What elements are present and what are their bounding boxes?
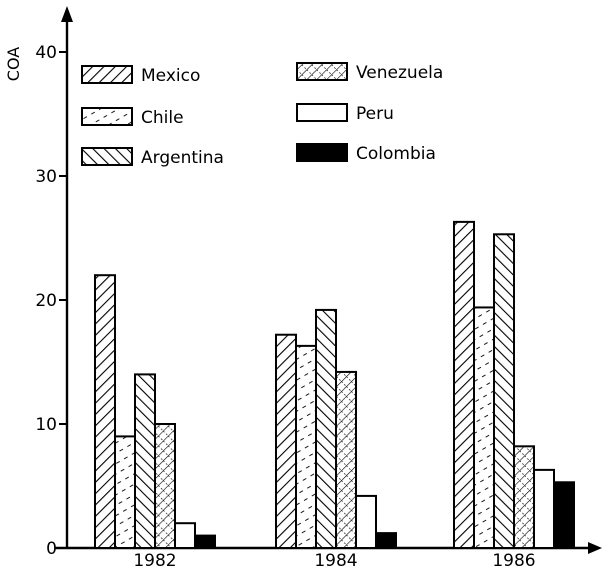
y-tick-label: 40 [35,43,57,63]
bar-peru-1984 [355,494,377,550]
legend-label-chile: Chile [141,108,184,128]
bar-mexico-1984 [275,333,297,549]
y-tick-label: 30 [35,167,57,187]
legend: Mexico Chile Argentina Venezuela Peru Colombi… [81,62,443,168]
bar-venezuela-1982 [154,423,176,549]
legend-swatch-colombia [296,143,348,162]
legend-label-colombia: Colombia [356,144,436,164]
bar-colombia-1982 [194,534,216,549]
legend-swatch-peru [296,103,348,122]
y-ticks: 0 10 20 30 40 [35,43,67,559]
y-tick-label: 10 [35,415,57,435]
bars [94,220,575,550]
legend-swatch-argentina [81,147,133,166]
legend-label-argentina: Argentina [141,148,224,168]
bar-peru-1986 [533,468,555,550]
bar-venezuela-1984 [335,370,357,550]
legend-label-peru: Peru [356,104,394,124]
x-ticks: 1982 1984 1986 [133,551,535,571]
legend-swatch-chile [81,107,133,126]
legend-swatch-mexico [81,65,133,84]
bar-argentina-1984 [315,308,337,550]
x-axis-arrow [588,542,602,554]
bar-mexico-1986 [453,220,475,549]
bar-argentina-1986 [493,233,515,549]
legend-swatch-venezuela [296,62,348,81]
bar-argentina-1982 [134,373,156,549]
x-tick-label: 1982 [133,551,176,571]
y-tick-label: 20 [35,291,57,311]
legend-label-mexico: Mexico [141,66,200,86]
bar-chile-1984 [295,344,317,549]
bar-mexico-1982 [94,274,116,549]
bar-chile-1982 [114,435,136,549]
bar-peru-1982 [174,522,196,550]
legend-label-venezuela: Venezuela [356,63,443,83]
y-axis-arrow [61,6,73,22]
bar-colombia-1984 [375,532,397,549]
bar-venezuela-1986 [513,445,535,550]
bar-chile-1986 [473,306,495,549]
bar-colombia-1986 [553,481,575,549]
x-tick-label: 1984 [314,551,357,571]
y-axis-label: COA [4,47,23,81]
x-tick-label: 1986 [492,551,535,571]
y-tick-label: 0 [46,539,57,559]
